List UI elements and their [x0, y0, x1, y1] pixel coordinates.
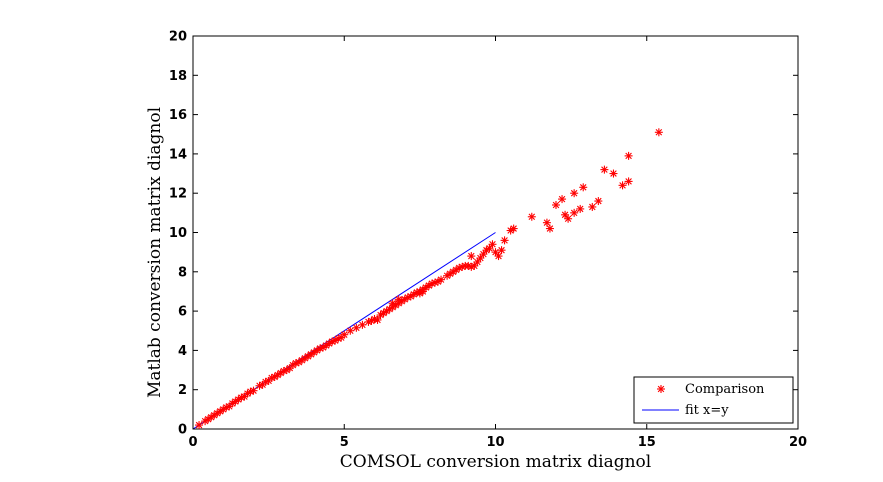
data-point	[564, 214, 573, 223]
y-axis-title: Matlab conversion matrix diagnol	[145, 107, 165, 398]
data-point	[542, 218, 551, 227]
data-point	[570, 189, 579, 198]
y-tick-label: 2	[178, 383, 187, 398]
data-point	[497, 246, 506, 255]
y-tick-label: 20	[169, 30, 187, 45]
y-tick-label: 12	[169, 187, 187, 202]
data-point	[258, 380, 267, 389]
data-point	[552, 200, 560, 209]
data-point	[337, 333, 346, 342]
x-tick-label: 15	[638, 435, 656, 450]
data-point	[373, 315, 382, 324]
data-point	[570, 208, 579, 217]
data-point	[600, 165, 609, 174]
x-tick-label: 10	[486, 435, 504, 450]
data-point	[431, 278, 439, 287]
legend: Comparison fit x=y	[633, 376, 794, 424]
legend-comparison-marker	[657, 385, 665, 393]
axis-ticks: 0 5 10 15 20 0 2 4 6 8 10 12 14 16 18 20	[169, 30, 807, 451]
data-point	[473, 257, 482, 266]
x-axis-title: COMSOL conversion matrix diagnol	[340, 452, 651, 472]
data-point	[434, 277, 443, 286]
y-tick-label: 0	[178, 423, 187, 438]
data-point	[195, 421, 204, 430]
data-point	[594, 197, 603, 206]
data-point	[488, 240, 497, 249]
data-point	[388, 299, 397, 308]
data-point	[485, 244, 494, 253]
data-point	[509, 224, 518, 233]
y-tick-label: 18	[169, 69, 187, 84]
data-point	[576, 204, 585, 213]
legend-comparison-label: Comparison	[685, 382, 765, 397]
data-point	[618, 181, 627, 190]
data-point	[249, 386, 258, 395]
data-point	[415, 289, 424, 298]
data-point	[270, 372, 279, 381]
data-point	[579, 183, 588, 192]
data-point	[527, 212, 536, 221]
data-point	[558, 195, 567, 204]
data-point	[500, 236, 509, 245]
data-point	[545, 224, 554, 233]
data-point	[358, 320, 367, 329]
scatter-points	[195, 128, 663, 430]
x-tick-label: 20	[789, 435, 807, 450]
data-point	[231, 397, 240, 406]
data-point	[204, 415, 213, 424]
data-point	[367, 316, 376, 325]
data-point	[609, 169, 618, 178]
data-point	[352, 323, 361, 332]
data-point	[654, 128, 663, 137]
data-point	[394, 295, 403, 304]
x-tick-label: 5	[340, 435, 349, 450]
y-tick-label: 16	[169, 108, 187, 123]
y-tick-label: 10	[169, 226, 187, 241]
y-tick-label: 8	[178, 265, 187, 280]
y-tick-label: 4	[178, 344, 187, 359]
legend-fit-label: fit x=y	[685, 403, 729, 418]
legend-box	[633, 376, 794, 424]
data-point	[467, 252, 476, 261]
data-point	[624, 151, 633, 160]
y-tick-label: 14	[169, 147, 187, 162]
data-point	[588, 202, 597, 211]
data-point	[346, 326, 355, 335]
y-tick-label: 6	[178, 305, 187, 320]
x-tick-label: 0	[188, 435, 197, 450]
data-point	[494, 252, 503, 261]
legend-star	[657, 385, 665, 393]
data-point	[455, 263, 464, 272]
data-point	[491, 248, 500, 257]
data-point	[282, 366, 291, 375]
data-point	[624, 177, 633, 186]
